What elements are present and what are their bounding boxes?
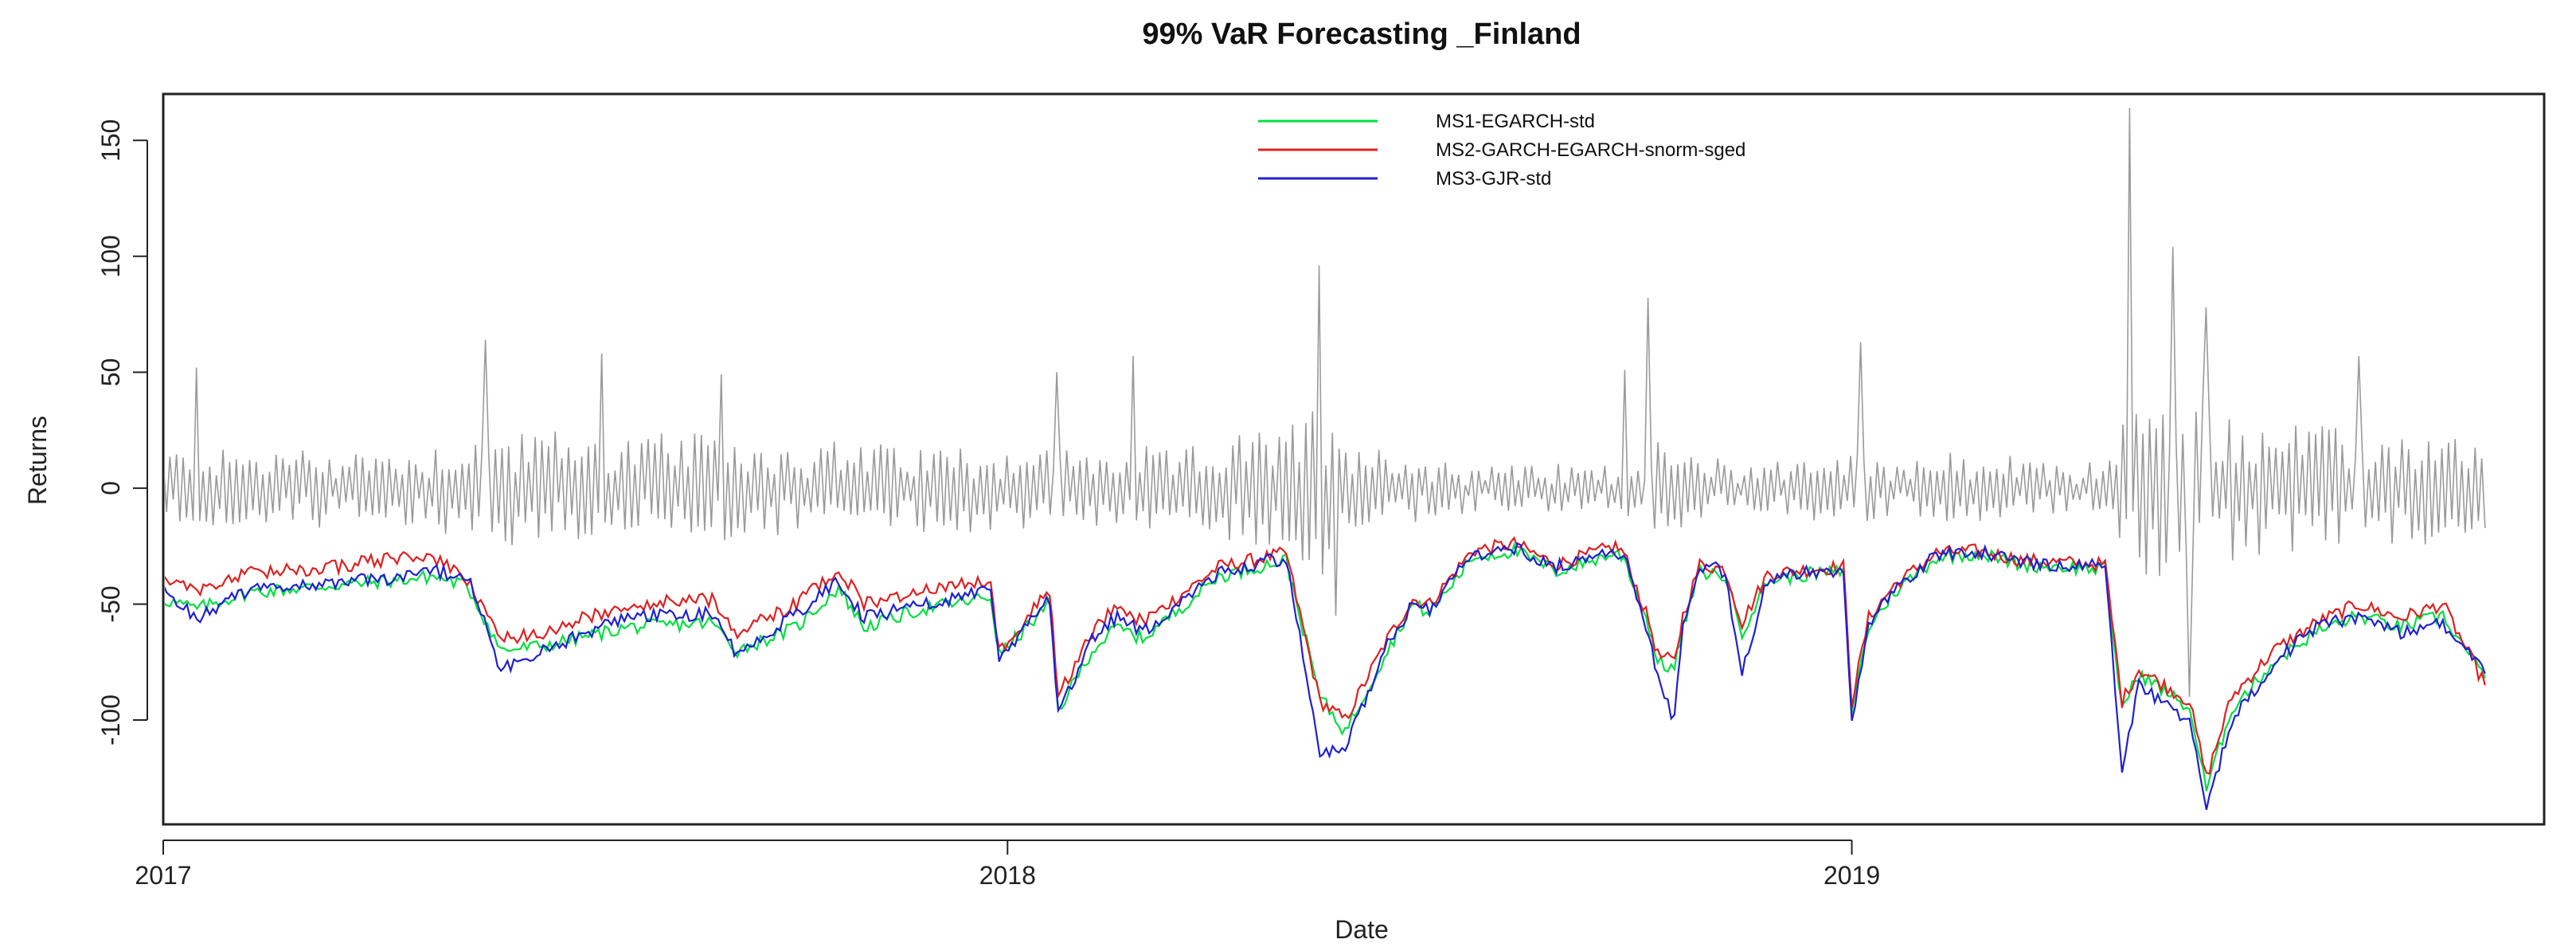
x-tick-label: 2019: [1824, 861, 1880, 890]
y-axis-label: Returns: [23, 416, 52, 505]
y-tick-label: 0: [96, 481, 125, 495]
returns-series-line: [165, 108, 2486, 697]
legend-label-ms1: MS1-EGARCH-std: [1436, 111, 1595, 132]
y-tick-label: 100: [96, 235, 125, 277]
axis-layer: 2017 2018 2019 -100 -50 0 50 100 150: [96, 119, 1880, 890]
x-tick-label: 2018: [979, 861, 1036, 890]
y-tick-label: -100: [96, 695, 125, 746]
y-tick-label: -50: [96, 585, 125, 622]
y-tick-label: 150: [96, 119, 125, 162]
series-line-1: [165, 542, 2486, 792]
legend-label-ms3: MS3-GJR-std: [1436, 168, 1551, 190]
y-tick-label: 50: [96, 358, 125, 387]
series-layer: [165, 108, 2486, 810]
x-axis-label: Date: [1335, 915, 1389, 944]
chart-title: 99% VaR Forecasting _Finland: [1142, 18, 1581, 51]
legend-label-ms2: MS2-GARCH-EGARCH-snorm-sged: [1436, 139, 1745, 161]
legend: MS1-EGARCH-std MS2-GARCH-EGARCH-snorm-sg…: [1258, 111, 1745, 190]
plot-frame: [162, 92, 2546, 826]
series-line-3: [165, 542, 2486, 810]
series-line-2: [165, 536, 2486, 775]
x-tick-label: 2017: [135, 861, 191, 890]
